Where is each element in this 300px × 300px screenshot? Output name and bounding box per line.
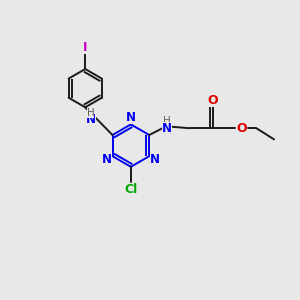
Text: N: N [85,113,96,126]
Text: N: N [102,153,112,166]
Text: O: O [236,122,247,135]
Text: H: H [87,108,94,118]
Text: N: N [162,122,172,135]
Text: I: I [83,41,88,54]
Text: H: H [163,116,171,126]
Text: Cl: Cl [124,183,137,196]
Text: N: N [150,153,160,166]
Text: O: O [208,94,218,107]
Text: N: N [126,111,136,124]
